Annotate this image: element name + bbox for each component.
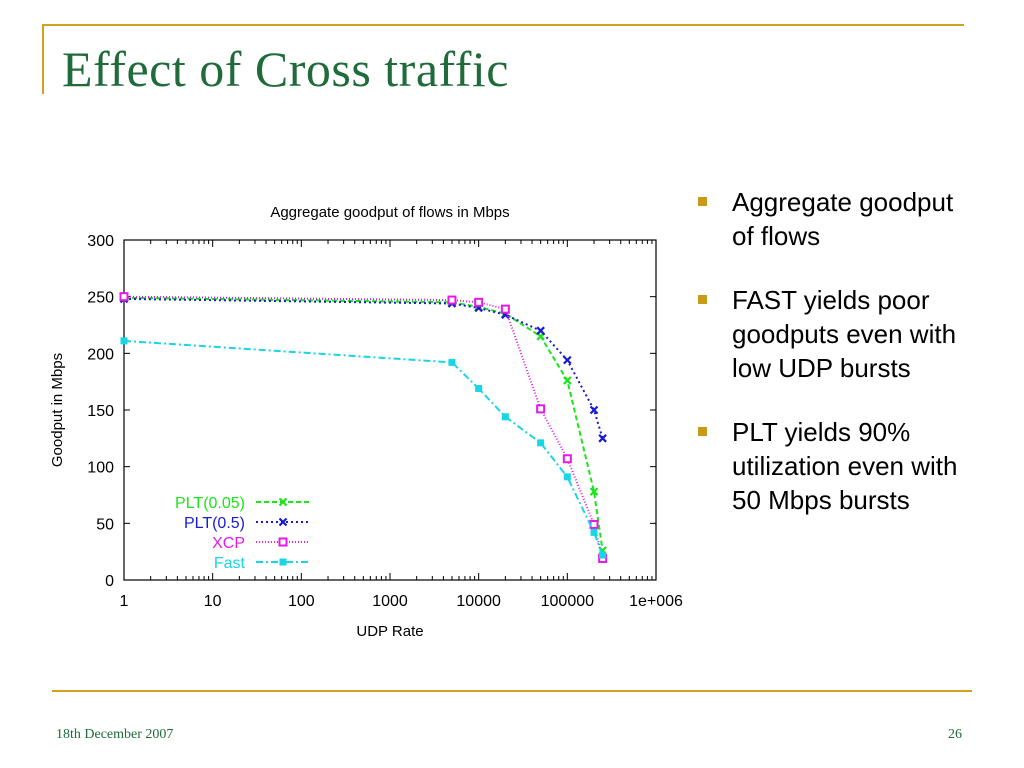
slide-title: Effect of Cross traffic <box>62 41 509 97</box>
data-point-fast <box>563 473 571 481</box>
bullet-text: Aggregate goodput of flows <box>732 187 954 251</box>
y-axis-label: Goodput in Mbps <box>49 353 66 467</box>
page-number: 26 <box>948 727 962 742</box>
data-point-fast <box>599 551 607 559</box>
data-point-xcp <box>500 304 510 314</box>
y-tick-label: 300 <box>87 233 114 250</box>
series-line-xcp <box>123 295 604 559</box>
legend-label: PLT(0.05) <box>175 495 245 512</box>
y-tick-label: 200 <box>87 346 114 363</box>
data-point-plt-0-5 <box>563 355 572 365</box>
data-point-xcp <box>589 519 599 529</box>
series-line-plt-0-5 <box>123 297 604 439</box>
data-point-xcp <box>119 292 129 302</box>
data-point-xcp <box>447 295 457 305</box>
y-tick-label: 250 <box>87 290 114 307</box>
bullet-square-icon <box>698 295 707 304</box>
data-point-fast <box>448 358 456 366</box>
data-point-fast <box>475 384 483 392</box>
legend-marker <box>278 497 288 507</box>
y-tick-label: 50 <box>96 516 114 533</box>
legend-label: Fast <box>214 555 246 572</box>
data-point-xcp <box>562 454 572 464</box>
data-point-plt-0-5 <box>598 434 607 443</box>
x-tick-label: 1e+006 <box>629 593 683 610</box>
data-point-plt-0-05 <box>589 487 599 496</box>
data-point-plt-0-05 <box>563 376 572 385</box>
legend-marker <box>279 558 287 566</box>
bullet-square-icon <box>698 427 707 436</box>
bullet-item: FAST yields poor goodputs even with low … <box>692 283 972 385</box>
data-point-fast <box>120 337 128 345</box>
data-point-plt-0-5 <box>589 405 599 415</box>
x-axis-label: UDP Rate <box>356 623 423 640</box>
bullet-item: Aggregate goodput of flows <box>692 185 972 253</box>
legend-marker <box>278 517 288 527</box>
x-tick-label: 1 <box>120 593 129 610</box>
y-tick-label: 150 <box>87 403 114 420</box>
legend-label: XCP <box>212 535 245 552</box>
bullet-item: PLT yields 90% utilization even with 50 … <box>692 415 972 517</box>
data-point-xcp <box>536 404 546 414</box>
legend-marker <box>278 537 288 547</box>
legend-label: PLT(0.5) <box>184 515 245 532</box>
footer-rule <box>52 690 972 692</box>
data-point-plt-0-5 <box>536 326 545 335</box>
x-tick-label: 1000 <box>372 593 408 610</box>
title-left-rule <box>42 24 44 94</box>
bullet-list: Aggregate goodput of flows FAST yields p… <box>692 185 972 547</box>
x-tick-label: 10000 <box>456 593 501 610</box>
x-tick-label: 100 <box>288 593 315 610</box>
goodput-chart: Aggregate goodput of flows in Mbps UDP Ra… <box>49 204 683 640</box>
bullet-square-icon <box>698 197 707 206</box>
data-point-fast <box>501 413 509 421</box>
data-point-fast <box>537 439 545 447</box>
series-line-fast <box>123 339 604 556</box>
y-tick-label: 0 <box>105 573 114 590</box>
bullet-text: PLT yields 90% utilization even with 50 … <box>732 417 958 515</box>
x-tick-label: 100000 <box>541 593 594 610</box>
chart-title: Aggregate goodput of flows in Mbps <box>270 204 509 221</box>
data-point-fast <box>590 528 598 536</box>
y-tick-label: 100 <box>87 460 114 477</box>
series-line-plt-0-05 <box>123 296 604 551</box>
title-top-rule <box>42 24 964 26</box>
footer-date: 18th December 2007 <box>56 727 174 742</box>
data-point-xcp <box>474 297 484 307</box>
bullet-text: FAST yields poor goodputs even with low … <box>732 285 957 383</box>
x-tick-label: 10 <box>204 593 222 610</box>
